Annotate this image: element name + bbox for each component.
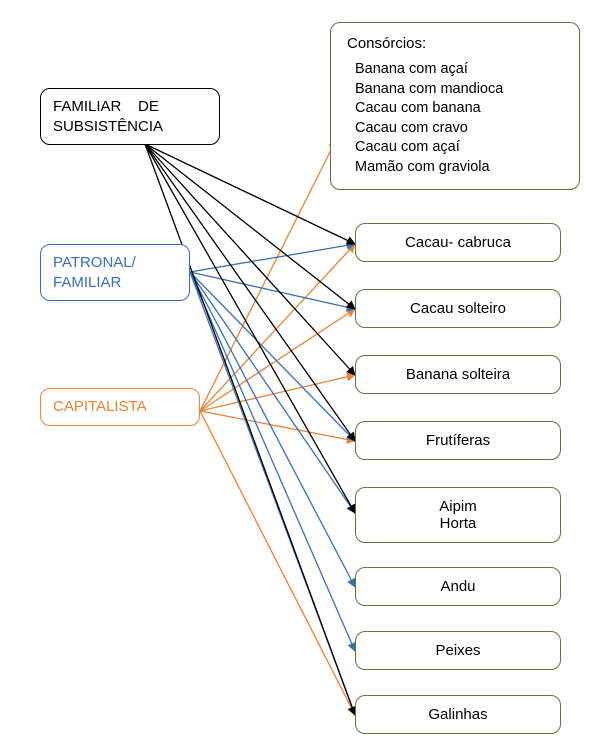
target-cabruca: Cacau- cabruca	[355, 223, 561, 262]
target-andu: Andu	[355, 567, 561, 606]
source-familiar: FAMILIAR DE SUBSISTÊNCIA	[40, 88, 220, 145]
source-capitalista: CAPITALISTA	[40, 388, 200, 426]
source-label: PATRONAL/ FAMILIAR	[53, 254, 136, 291]
consorcios-items: Banana com açaíBanana com mandiocaCacau …	[355, 60, 563, 177]
source-label: CAPITALISTA	[53, 398, 147, 415]
target-solteiro: Cacau solteiro	[355, 289, 561, 328]
target-frutiferas: Frutíferas	[355, 421, 561, 460]
consorcios-title: Consórcios:	[347, 35, 563, 52]
source-label: FAMILIAR DE SUBSISTÊNCIA	[53, 98, 163, 135]
target-peixes: Peixes	[355, 631, 561, 670]
target-galinhas: Galinhas	[355, 695, 561, 734]
target-aipim-horta: Aipim Horta	[355, 487, 561, 543]
target-banana: Banana solteira	[355, 355, 561, 394]
target-consorcios: Consórcios: Banana com açaíBanana com ma…	[330, 22, 580, 190]
source-patronal: PATRONAL/ FAMILIAR	[40, 244, 190, 301]
